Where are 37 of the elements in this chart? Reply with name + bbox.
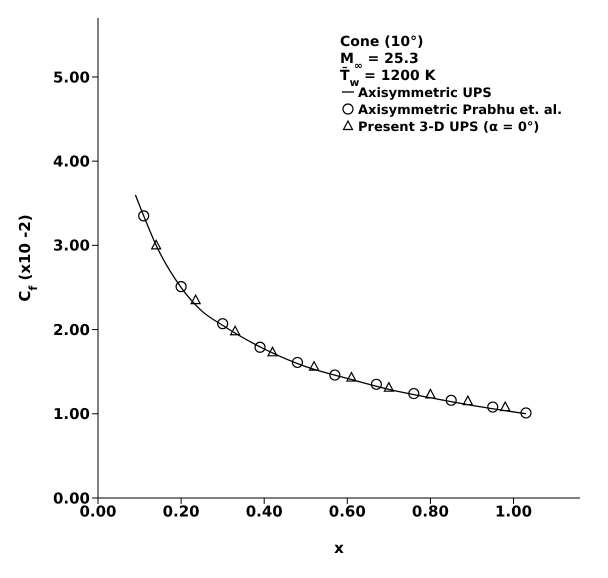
point [425,388,436,399]
y-tick-label: 2.00 [52,320,90,339]
point [217,318,228,330]
legend-label: Axisymmetric Prabhu et. al. [358,103,562,118]
point [230,326,240,336]
legend-label: Axisymmetric UPS [358,86,492,101]
y-tick-label: 5.00 [52,68,90,86]
x-tick-label: 1.00 [495,502,532,521]
x-tick-label: 0.60 [328,502,366,521]
x-tick-label: 0.20 [162,502,200,521]
x-tick-label: 0.80 [412,502,449,521]
point [308,361,320,371]
point [176,281,187,292]
x-axis-title: x [334,539,344,557]
x-tick-label: 0.00 [79,502,117,521]
point [487,401,498,413]
point [329,369,340,381]
point [292,356,304,368]
legend-label: Present 3-D UPS (α = 0°) [358,120,540,135]
point [520,407,532,419]
point [254,342,266,353]
point [138,210,150,222]
point [267,346,278,356]
point [384,382,394,392]
point [500,401,510,412]
point [151,240,162,250]
point [346,372,357,382]
point [370,378,382,390]
y-tick-label: 1.00 [52,405,90,424]
x-tick-label: 0.40 [246,502,283,521]
annotation: Cone (10°) [340,34,424,50]
y-tick-label: 3.00 [52,236,90,255]
y-tick-label: 4.00 [52,152,90,170]
point [462,396,473,406]
point [190,294,201,304]
point [408,388,420,400]
point [446,394,457,406]
